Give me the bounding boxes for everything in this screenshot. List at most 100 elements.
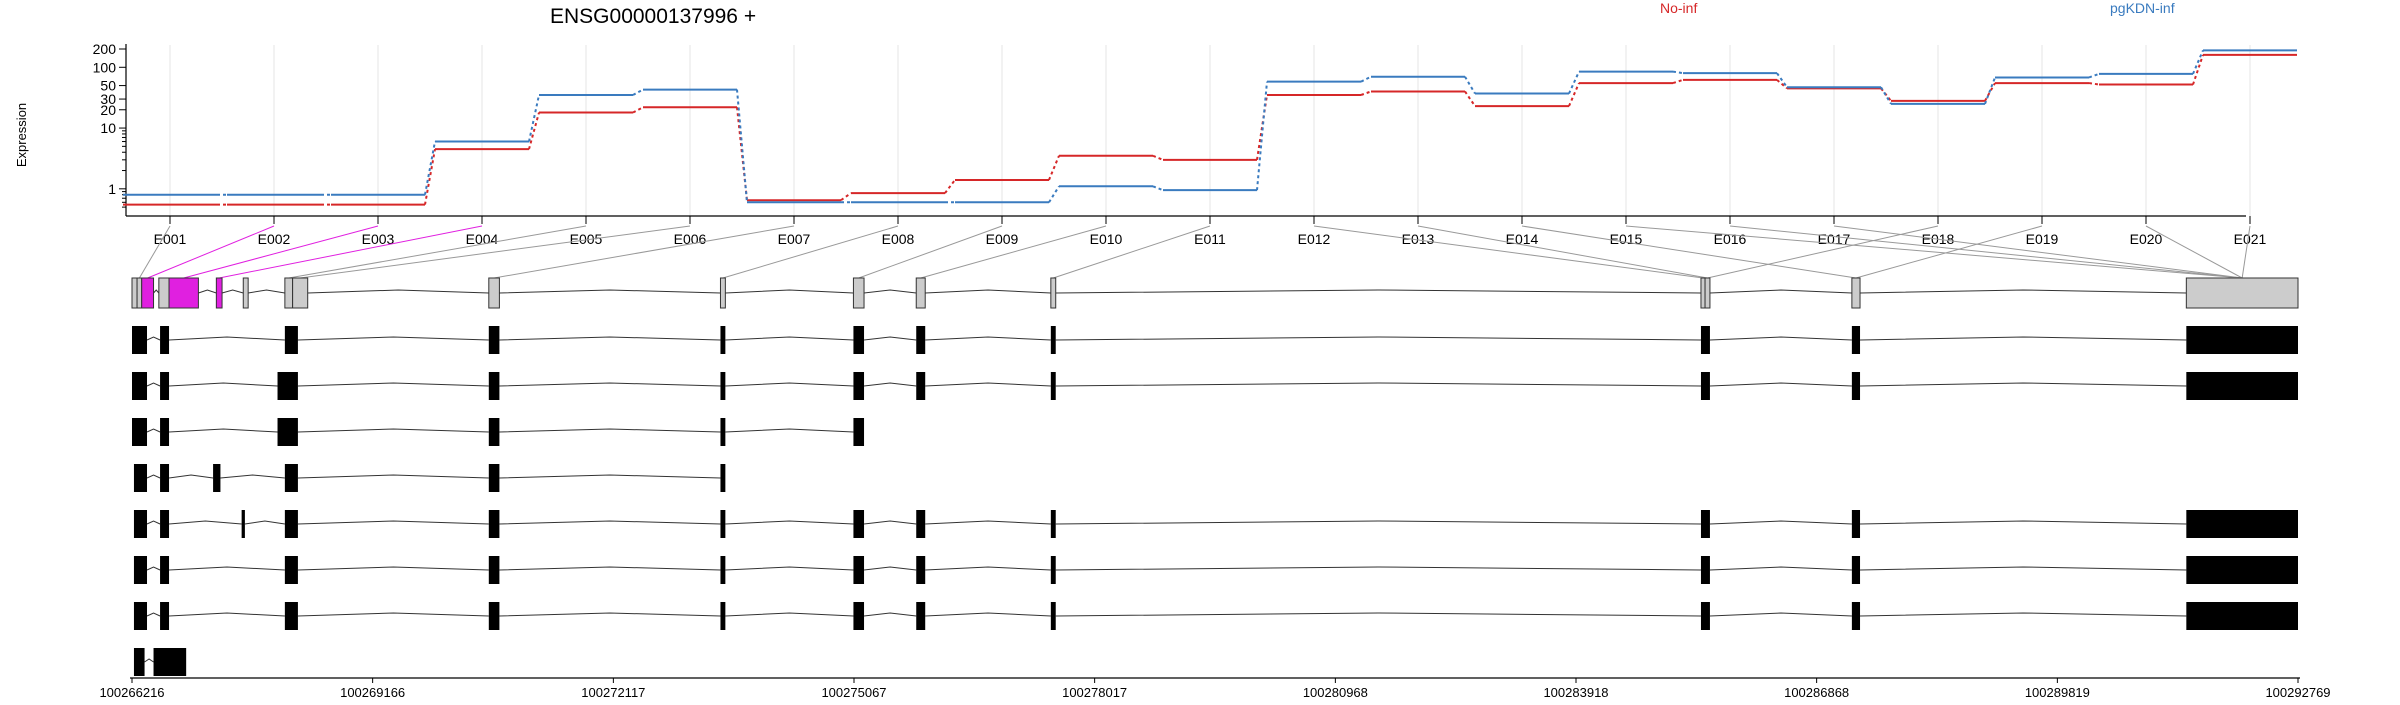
legend-label-pgkdn-inf: pgKDN-inf [2110, 0, 2175, 16]
gene-intron [307, 289, 489, 294]
transcript-intron [169, 382, 278, 387]
transcript-intron [1709, 520, 1852, 525]
series-connector-no-inf [1568, 82, 1580, 107]
gene-exon-block [284, 277, 294, 309]
x-tick-label: E007 [778, 231, 811, 247]
transcript-intron [1055, 612, 1701, 617]
gene-exon-block [1704, 277, 1711, 309]
exon-connector-e017 [1833, 225, 2243, 279]
genomic-tick-label: 100278017 [1062, 685, 1127, 700]
gene-exon-block [2185, 277, 2299, 309]
transcript-exon [1851, 602, 1861, 630]
transcript-exon [853, 326, 865, 354]
exon-connector-e016 [1729, 225, 2243, 279]
transcript-intron [1709, 336, 1852, 341]
x-tick-label: E013 [1402, 231, 1435, 247]
transcript-exon [2186, 510, 2298, 538]
transcript-exon [916, 326, 926, 354]
exon-connector-e020 [2145, 225, 2243, 279]
transcript-intron [499, 612, 721, 617]
transcript-intron [725, 428, 854, 433]
transcript-exon [853, 556, 865, 584]
transcript-exon [133, 510, 148, 538]
transcript-intron [146, 336, 161, 341]
transcript-exon [488, 464, 500, 492]
transcript-exon [488, 602, 500, 630]
gene-intron [153, 289, 160, 294]
exon-connector-e012 [1313, 225, 1704, 279]
transcript-intron [925, 566, 1051, 571]
gene-exon-block [1050, 277, 1057, 309]
series-connector-no-inf [840, 192, 852, 202]
gene-exon-block [852, 277, 865, 309]
transcript-intron [297, 382, 489, 387]
transcript-exon [132, 326, 148, 354]
x-tick-label: E019 [2026, 231, 2059, 247]
gene-exon-block [1851, 277, 1861, 309]
transcript-intron [297, 612, 489, 617]
series-connector-no-inf [528, 112, 540, 150]
transcript-exon [1851, 326, 1861, 354]
series-connector-no-inf [1776, 79, 1788, 90]
transcript-intron [146, 474, 161, 479]
series-no-inf [123, 53, 2297, 206]
transcript-intron [169, 612, 285, 617]
transcript-2 [132, 372, 2298, 400]
transcript-intron [220, 474, 285, 479]
exon-connector-e014 [1521, 225, 1857, 279]
genomic-tick-label: 100272117 [581, 685, 645, 700]
transcript-exon [241, 510, 245, 538]
transcript-intron [863, 520, 917, 525]
transcript-exon [133, 648, 145, 676]
transcript-exon [1851, 556, 1861, 584]
series-connector-pgkdn-inf [1672, 70, 1684, 75]
gene-intron [725, 289, 854, 294]
transcript-intron [925, 612, 1051, 617]
x-tick-label: E012 [1298, 231, 1331, 247]
y-tick-label: 10 [100, 120, 116, 136]
transcript-intron [1055, 520, 1701, 525]
transcript-exon [160, 464, 170, 492]
y-tick-label: 200 [93, 41, 117, 57]
transcript-exon [1050, 556, 1056, 584]
genomic-tick-label: 100283918 [1543, 685, 1608, 700]
series-connector-no-inf [1360, 90, 1372, 96]
series-connector-pgkdn-inf [1152, 185, 1164, 192]
gene-intron [1860, 289, 2187, 294]
series-connector-pgkdn-inf [736, 89, 748, 203]
transcript-7 [133, 602, 2298, 630]
transcript-exon [284, 510, 298, 538]
transcript-intron [725, 336, 854, 341]
transcript-exon [488, 326, 500, 354]
transcript-intron [1709, 382, 1852, 387]
genomic-tick-label: 100286868 [1784, 685, 1849, 700]
transcript-exon [1700, 372, 1710, 400]
y-tick-label: 1 [108, 181, 116, 197]
transcript-exon [853, 602, 865, 630]
transcript-intron [1055, 336, 1701, 341]
series-connector-pgkdn-inf [1048, 185, 1060, 203]
exon-connector-e002 [147, 225, 275, 279]
transcript-5 [133, 510, 2298, 538]
transcript-exon [853, 372, 865, 400]
transcript-intron [925, 520, 1051, 525]
transcript-intron [499, 428, 721, 433]
transcript-intron [297, 566, 489, 571]
gene-intron [925, 289, 1051, 294]
transcript-intron [1055, 382, 1701, 387]
transcript-exon [720, 372, 726, 400]
x-tick-label: E003 [362, 231, 395, 247]
exon-connector-e009 [858, 225, 1003, 279]
transcript-exon [160, 372, 170, 400]
transcript-exon [133, 464, 148, 492]
transcript-intron [925, 336, 1051, 341]
transcript-intron [297, 474, 489, 479]
transcript-exon [916, 602, 926, 630]
transcript-intron [499, 474, 721, 479]
genomic-tick-label: 100266216 [99, 685, 164, 700]
gene-exon-block [141, 277, 155, 309]
transcript-8 [133, 648, 187, 676]
gene-exon-block [168, 277, 199, 309]
transcript-exon [720, 464, 726, 492]
